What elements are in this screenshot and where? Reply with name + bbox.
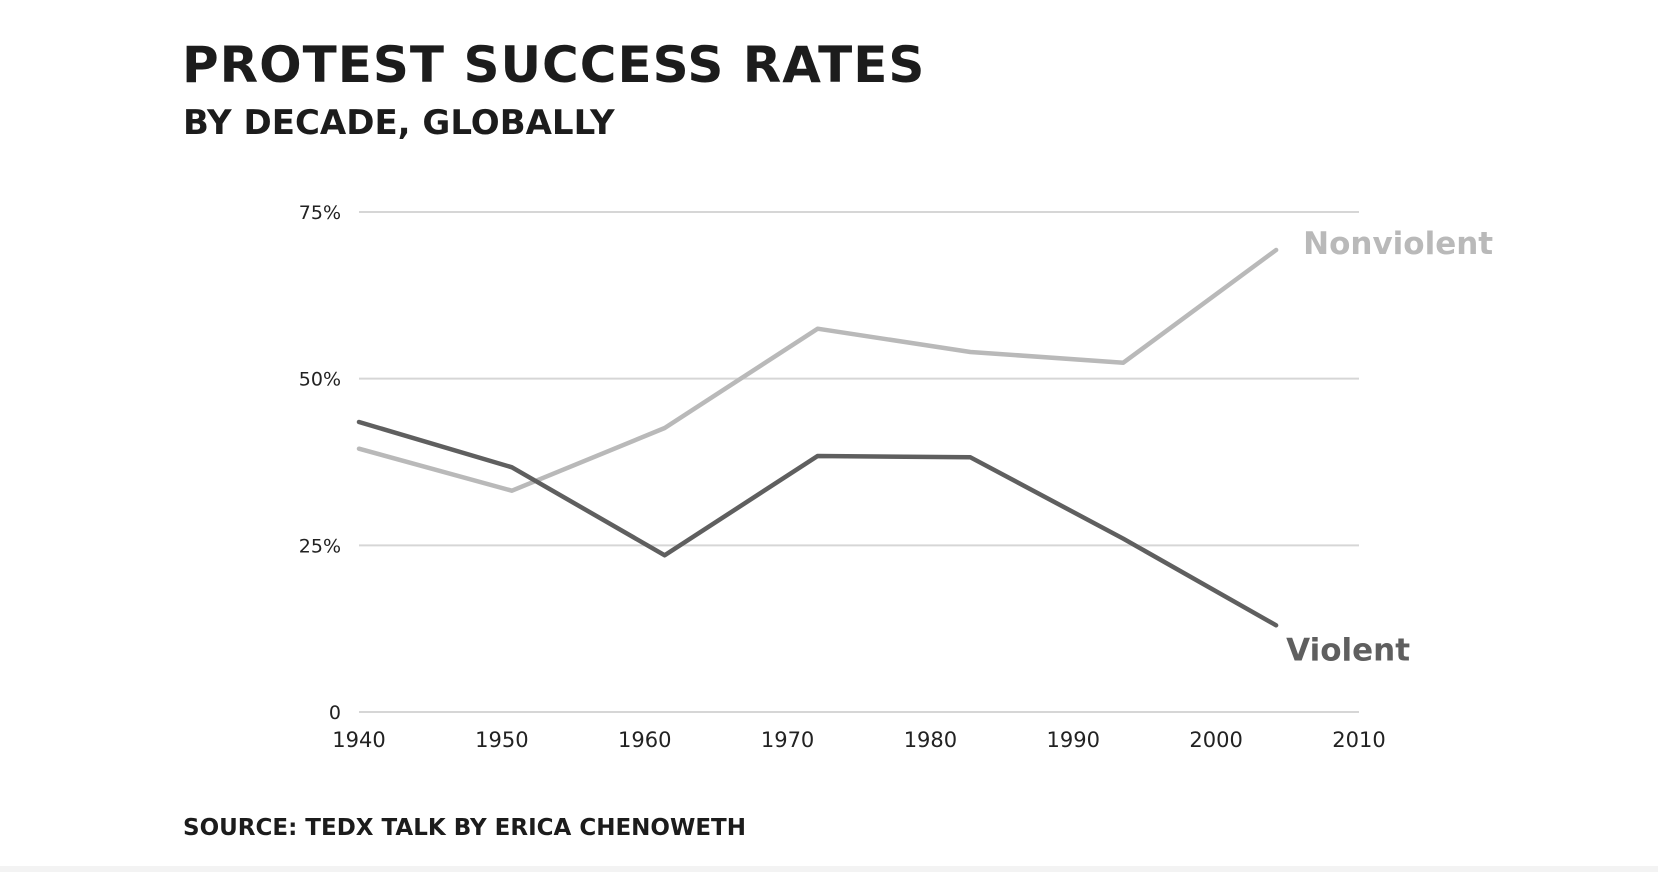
x-tick-label: 1960	[618, 728, 671, 752]
y-tick-label: 25%	[299, 535, 341, 557]
bottom-divider	[0, 866, 1658, 872]
x-tick-label: 2010	[1332, 728, 1385, 752]
series-label-violent: Violent	[1286, 632, 1410, 668]
y-tick-label: 50%	[299, 369, 341, 391]
series-line-violent	[356, 419, 1279, 628]
chart-title: PROTEST SUCCESS RATES	[182, 36, 926, 94]
chart-subtitle: BY DECADE, GLOBALLY	[183, 103, 615, 143]
series-label-nonviolent: Nonviolent	[1303, 226, 1493, 262]
x-tick-label: 1980	[904, 728, 957, 752]
grid-lines	[359, 211, 1359, 713]
series-line-nonviolent	[356, 247, 1279, 493]
series-lines	[356, 247, 1279, 628]
y-axis-tick-labels: 0 25% 50% 75%	[299, 202, 341, 724]
x-tick-label: 1970	[761, 728, 814, 752]
x-axis-tick-labels: 1940 1950 1960 1970 1980 1990 2000 2010	[332, 728, 1385, 752]
x-tick-label: 1990	[1047, 728, 1100, 752]
series-labels: Nonviolent Violent	[1286, 226, 1493, 668]
source-note: SOURCE: TEDX TALK BY ERICA CHENOWETH	[183, 815, 746, 841]
y-tick-label: 0	[329, 702, 341, 724]
x-tick-label: 2000	[1189, 728, 1242, 752]
y-tick-label: 75%	[299, 202, 341, 224]
x-tick-label: 1950	[475, 728, 528, 752]
x-tick-label: 1940	[332, 728, 385, 752]
